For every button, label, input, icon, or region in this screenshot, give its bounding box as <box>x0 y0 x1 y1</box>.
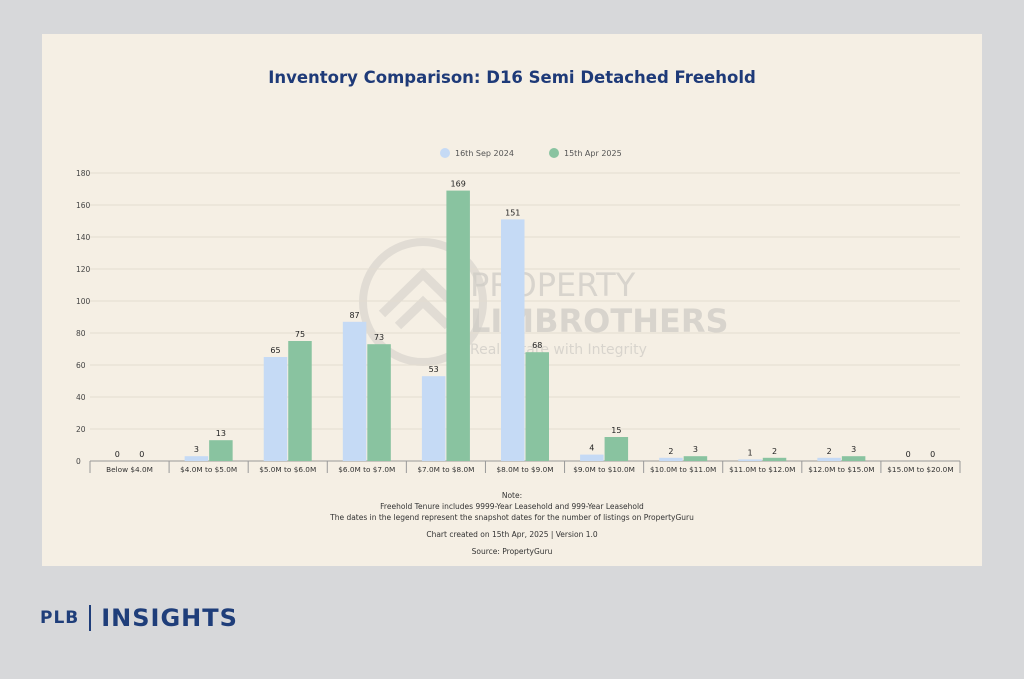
note-created: Chart created on 15th Apr, 2025 | Versio… <box>426 530 598 539</box>
note-line-2: The dates in the legend represent the sn… <box>330 513 694 522</box>
bar-sep-2024 <box>421 376 446 461</box>
x-tick-label: $8.0M to $9.0M <box>496 465 553 474</box>
y-tick-label: 20 <box>76 425 86 434</box>
data-label: 0 <box>906 450 911 459</box>
watermark-logo-icon <box>359 238 487 366</box>
bar-apr-2025 <box>288 341 312 461</box>
brand-logo: PLB INSIGHTS <box>40 604 238 632</box>
bar-sep-2024 <box>263 357 288 461</box>
bar-sep-2024 <box>659 457 683 461</box>
x-tick-label: $12.0M to $15.0M <box>808 465 874 474</box>
bar-apr-2025 <box>762 457 787 461</box>
bar-sep-2024 <box>817 457 841 461</box>
legend-swatch <box>440 148 450 158</box>
x-tick-label: $9.0M to $10.0M <box>573 465 635 474</box>
x-tick-label: $11.0M to $12.0M <box>729 465 795 474</box>
chart-notes: Note: Freehold Tenure includes 9999-Year… <box>42 490 982 557</box>
watermark-tagline: Real Estate with Integrity <box>470 342 647 358</box>
y-tick-label: 80 <box>76 329 86 338</box>
x-tick-label: $4.0M to $5.0M <box>180 465 237 474</box>
data-label: 75 <box>295 330 305 339</box>
note-source: Source: PropertyGuru <box>471 547 553 556</box>
y-tick-label: 0 <box>76 457 81 466</box>
y-tick-label: 140 <box>76 233 91 242</box>
chart-title: Inventory Comparison: D16 Semi Detached … <box>268 68 756 87</box>
data-label: 53 <box>429 365 439 374</box>
bar-sep-2024 <box>184 456 209 461</box>
data-label: 3 <box>851 445 856 454</box>
brand-insights: INSIGHTS <box>101 604 238 632</box>
brand-divider <box>89 605 92 631</box>
bar-sep-2024 <box>342 321 367 461</box>
brand-plb: PLB <box>40 608 80 628</box>
watermark-line-1: PROPERTY <box>470 266 636 304</box>
data-label: 151 <box>505 208 520 217</box>
y-tick-label: 40 <box>76 393 86 402</box>
data-label: 169 <box>451 180 466 189</box>
data-label: 3 <box>693 445 698 454</box>
data-label: 73 <box>374 333 384 342</box>
x-tick-label: Below $4.0M <box>106 465 153 474</box>
data-label: 2 <box>668 447 673 456</box>
data-label: 0 <box>930 450 935 459</box>
data-label: 68 <box>532 341 542 350</box>
data-label: 3 <box>194 445 199 454</box>
y-tick-label: 120 <box>76 265 91 274</box>
x-tick-label: $5.0M to $6.0M <box>259 465 316 474</box>
data-label: 4 <box>589 444 594 453</box>
x-tick-label: $15.0M to $20.0M <box>887 465 953 474</box>
data-label: 0 <box>139 450 144 459</box>
bar-sep-2024 <box>580 454 604 461</box>
data-label: 1 <box>747 448 752 457</box>
data-label: 13 <box>216 429 226 438</box>
data-label: 2 <box>827 447 832 456</box>
y-tick-label: 160 <box>76 201 91 210</box>
bar-sep-2024 <box>738 459 762 461</box>
note-line-1: Freehold Tenure includes 9999-Year Lease… <box>380 502 644 511</box>
bar-apr-2025 <box>367 344 391 461</box>
bar-apr-2025 <box>446 190 470 461</box>
bar-apr-2025 <box>841 456 866 461</box>
bar-apr-2025 <box>525 352 549 461</box>
x-tick-label: $10.0M to $11.0M <box>650 465 716 474</box>
chart-card: Inventory Comparison: D16 Semi Detached … <box>42 34 982 566</box>
bar-apr-2025 <box>683 456 708 461</box>
y-tick-label: 100 <box>76 297 91 306</box>
data-label: 2 <box>772 447 777 456</box>
bar-sep-2024 <box>501 219 525 461</box>
bar-apr-2025 <box>209 440 233 461</box>
x-tick-label: $6.0M to $7.0M <box>338 465 395 474</box>
y-tick-label: 180 <box>76 169 91 178</box>
legend-label: 15th Apr 2025 <box>564 149 622 158</box>
bar-apr-2025 <box>604 437 629 461</box>
data-label: 15 <box>611 426 621 435</box>
legend-label: 16th Sep 2024 <box>455 149 514 158</box>
legend-swatch <box>549 148 559 158</box>
y-tick-label: 60 <box>76 361 86 370</box>
note-heading: Note: <box>501 491 523 500</box>
data-label: 87 <box>349 311 359 320</box>
x-tick-label: $7.0M to $8.0M <box>417 465 474 474</box>
data-label: 65 <box>270 346 280 355</box>
data-label: 0 <box>115 450 120 459</box>
